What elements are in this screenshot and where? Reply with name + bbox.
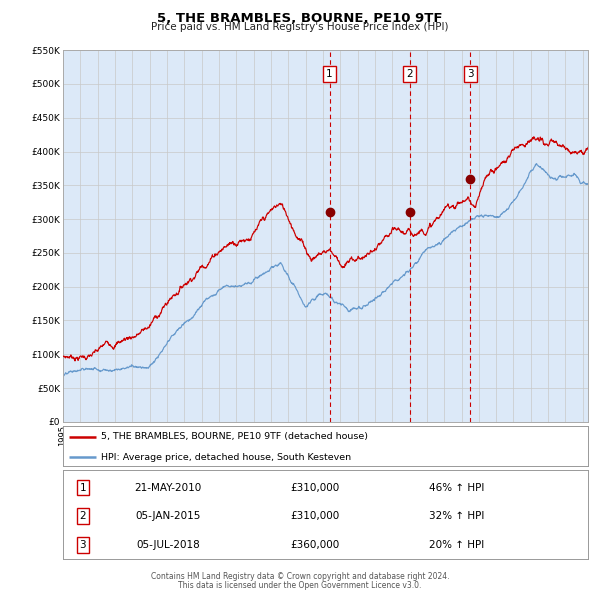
Text: Contains HM Land Registry data © Crown copyright and database right 2024.: Contains HM Land Registry data © Crown c… [151,572,449,581]
Text: 1: 1 [326,69,333,79]
Text: 3: 3 [80,540,86,550]
Text: 2: 2 [406,69,413,79]
Text: 32% ↑ HPI: 32% ↑ HPI [429,512,484,522]
Text: Price paid vs. HM Land Registry's House Price Index (HPI): Price paid vs. HM Land Registry's House … [151,22,449,32]
Text: HPI: Average price, detached house, South Kesteven: HPI: Average price, detached house, Sout… [101,453,351,462]
Text: £310,000: £310,000 [290,512,340,522]
Text: 05-JUL-2018: 05-JUL-2018 [136,540,200,550]
Text: This data is licensed under the Open Government Licence v3.0.: This data is licensed under the Open Gov… [178,581,422,590]
Text: 1: 1 [80,483,86,493]
Text: 21-MAY-2010: 21-MAY-2010 [134,483,202,493]
Text: 20% ↑ HPI: 20% ↑ HPI [429,540,484,550]
Text: 5, THE BRAMBLES, BOURNE, PE10 9TF (detached house): 5, THE BRAMBLES, BOURNE, PE10 9TF (detac… [101,432,368,441]
Text: £310,000: £310,000 [290,483,340,493]
Text: 46% ↑ HPI: 46% ↑ HPI [429,483,484,493]
Text: £360,000: £360,000 [290,540,340,550]
Text: 05-JAN-2015: 05-JAN-2015 [136,512,200,522]
Text: 2: 2 [80,512,86,522]
Text: 5, THE BRAMBLES, BOURNE, PE10 9TF: 5, THE BRAMBLES, BOURNE, PE10 9TF [157,12,443,25]
Text: 3: 3 [467,69,473,79]
